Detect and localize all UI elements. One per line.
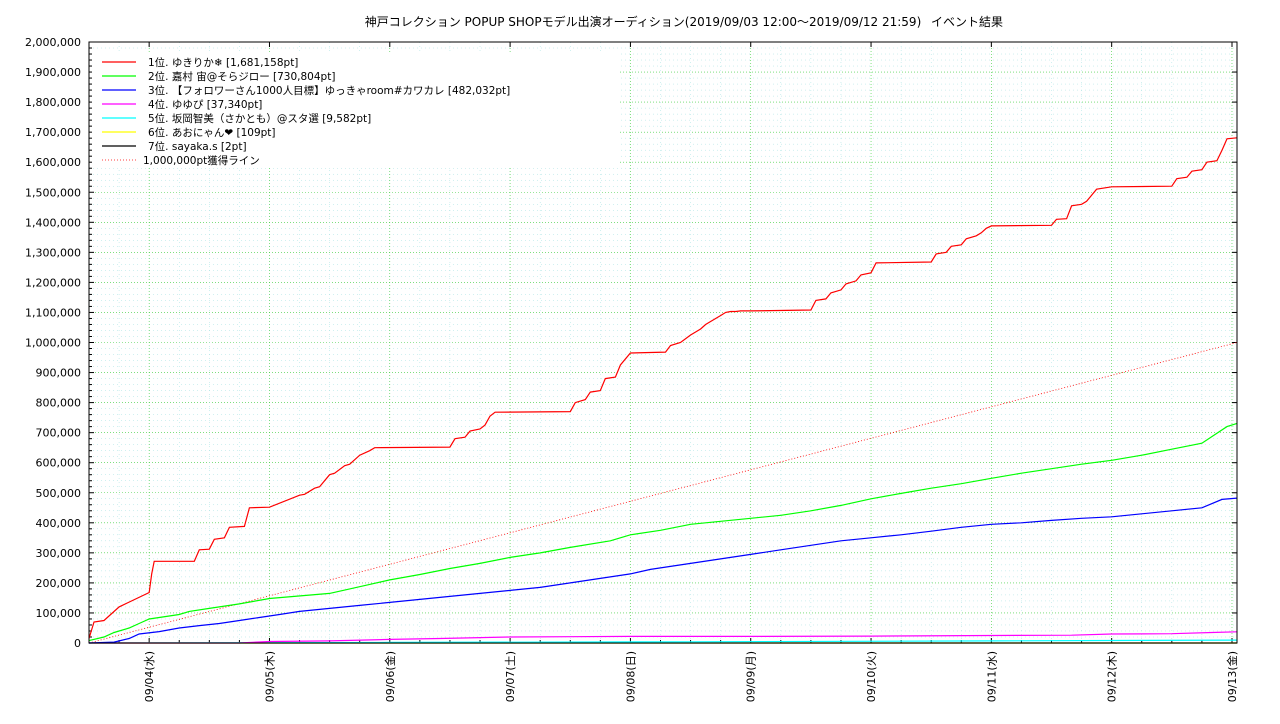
y-tick-label: 1,100,000	[25, 306, 81, 319]
plot-frame	[88, 41, 1238, 644]
x-tick-label: 09/10(火)	[865, 651, 878, 702]
y-tick-label: 1,700,000	[25, 126, 81, 139]
legend-label: 4位. ゆゆぴ [37,340pt]	[148, 98, 262, 111]
legend-label: 1位. ゆきりか❄ [1,681,158pt]	[148, 56, 298, 69]
series-line	[88, 497, 1238, 644]
x-tick-label: 09/05(木)	[263, 651, 276, 702]
grid	[88, 42, 1237, 643]
chart-title: 神戸コレクション POPUP SHOPモデル出演オーディション(2019/09/…	[365, 14, 922, 29]
y-tick-label: 0	[74, 637, 81, 650]
y-tick-label: 1,200,000	[25, 276, 81, 289]
x-tick-label: 09/12(木)	[1106, 651, 1119, 702]
legend-label: 6位. あおにゃん❤ [109pt]	[148, 126, 276, 139]
y-tick-label: 1,300,000	[25, 246, 81, 259]
x-tick-label: 09/06(金)	[383, 651, 397, 702]
legend-label: 1,000,000pt獲得ライン	[143, 154, 260, 167]
series-line	[89, 631, 1238, 644]
legend-label: 7位. sayaka.s [2pt]	[148, 140, 247, 153]
x-tick-label: 09/04(水)	[143, 651, 156, 702]
y-tick-label: 300,000	[36, 547, 82, 560]
chart-title-side: イベント結果	[931, 15, 1003, 29]
legend-label: 5位. 坂岡智美（さかとも）@スタ選 [9,582pt]	[148, 112, 371, 125]
y-tick-label: 1,400,000	[25, 216, 81, 229]
y-tick-label: 2,000,000	[25, 36, 81, 49]
y-tick-label: 600,000	[36, 457, 82, 470]
y-tick-label: 1,500,000	[25, 186, 81, 199]
y-tick-label: 1,800,000	[25, 96, 81, 109]
y-tick-label: 200,000	[36, 577, 82, 590]
y-tick-label: 900,000	[36, 367, 82, 380]
x-tick-label: 09/08(日)	[624, 651, 637, 702]
series-line	[88, 137, 1238, 639]
y-tick-label: 400,000	[36, 517, 82, 530]
y-tick-label: 1,000,000	[25, 337, 81, 350]
y-tick-label: 800,000	[36, 397, 82, 410]
legend-label: 2位. 嘉村 宙@そらジロー [730,804pt]	[148, 70, 335, 83]
y-tick-label: 1,600,000	[25, 156, 81, 169]
y-tick-label: 500,000	[36, 487, 82, 500]
legend: 1位. ゆきりか❄ [1,681,158pt]2位. 嘉村 宙@そらジロー [7…	[92, 52, 618, 168]
x-tick-label: 09/07(土)	[504, 651, 517, 702]
y-tick-label: 700,000	[36, 427, 82, 440]
legend-label: 3位. 【フォロワーさん1000人目標】ゆっきゃroom#カワカレ [482,0…	[148, 84, 510, 97]
series-line	[88, 422, 1238, 642]
y-tick-label: 100,000	[36, 607, 82, 620]
x-tick-label: 09/13(金)	[1225, 651, 1239, 702]
x-tick-label: 09/09(月)	[745, 651, 758, 702]
x-tick-label: 09/11(水)	[985, 651, 998, 702]
legend-box	[92, 52, 618, 168]
y-tick-label: 1,900,000	[25, 66, 81, 79]
